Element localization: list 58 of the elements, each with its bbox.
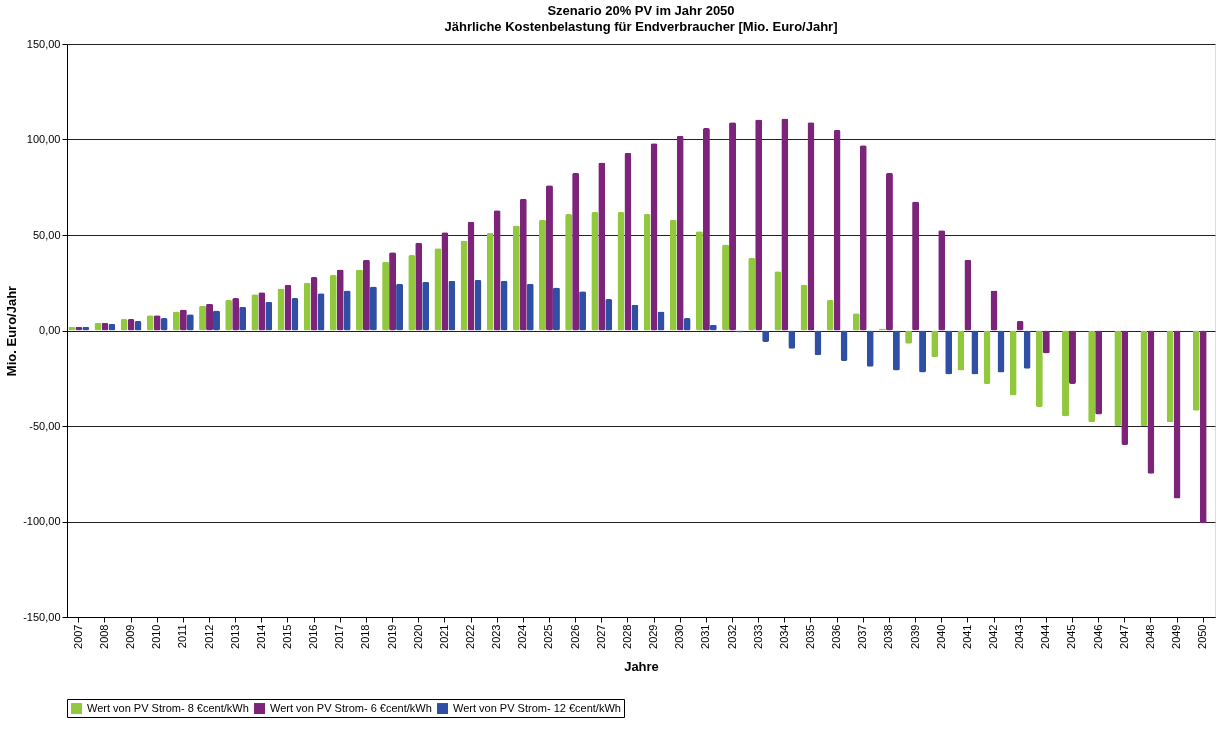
x-tick-label: 2035 bbox=[803, 624, 816, 649]
x-tick-label: 2009 bbox=[124, 624, 137, 649]
x-tick-label: 2041 bbox=[960, 624, 973, 649]
x-tick-label: 2039 bbox=[908, 624, 921, 649]
x-tick-label: 2038 bbox=[882, 624, 895, 649]
x-tick-label: 2045 bbox=[1065, 624, 1078, 649]
x-tick-label: 2017 bbox=[333, 624, 346, 649]
y-tick-label: 0,00 bbox=[39, 324, 61, 336]
x-tick-label: 2050 bbox=[1196, 624, 1209, 649]
x-tick-label: 2028 bbox=[620, 624, 633, 649]
x-tick-label: 2027 bbox=[594, 624, 607, 649]
x-tick-label: 2024 bbox=[516, 624, 529, 649]
x-tick-label: 2046 bbox=[1091, 624, 1104, 649]
x-tick-label: 2031 bbox=[699, 624, 712, 649]
x-tick-label: 2040 bbox=[934, 624, 947, 649]
x-tick-label: 2025 bbox=[542, 624, 555, 649]
x-tick-label: 2030 bbox=[673, 624, 686, 649]
x-tick-label: 2048 bbox=[1143, 624, 1156, 649]
legend-label: Wert von PV Strom- 8 €cent/kWh bbox=[87, 701, 249, 714]
x-tick-label: 2037 bbox=[856, 624, 869, 649]
x-tick-label: 2021 bbox=[437, 624, 450, 649]
y-tick-label: 100,00 bbox=[26, 133, 61, 145]
x-tick-label: 2013 bbox=[228, 624, 241, 649]
legend-label: Wert von PV Strom- 6 €cent/kWh bbox=[270, 701, 432, 714]
x-tick-label: 2010 bbox=[150, 624, 163, 649]
x-tick-label: 2029 bbox=[647, 624, 660, 649]
x-tick-label: 2014 bbox=[254, 624, 267, 649]
chart-subtitle: Jährliche Kostenbelastung für Endverbraucher [Mio. Euro/Jahr] bbox=[444, 19, 838, 34]
x-tick-label: 2015 bbox=[280, 624, 293, 649]
x-tick-label: 2034 bbox=[777, 624, 790, 649]
x-axis-title: Jahre bbox=[624, 658, 659, 674]
y-axis-title: Mio. Euro/Jahr bbox=[4, 285, 20, 377]
x-tick-label: 2043 bbox=[1013, 624, 1026, 649]
x-tick-label: 2026 bbox=[568, 624, 581, 649]
x-tick-label: 2022 bbox=[464, 624, 477, 649]
x-tick-label: 2008 bbox=[97, 624, 110, 649]
x-tick-label: 2019 bbox=[385, 624, 398, 649]
x-tick-label: 2011 bbox=[176, 624, 189, 649]
x-tick-label: 2042 bbox=[987, 624, 1000, 649]
y-tick-label: 50,00 bbox=[32, 228, 61, 241]
x-tick-label: 2032 bbox=[725, 624, 738, 649]
legend-label: Wert von PV Strom- 12 €cent/kWh bbox=[453, 701, 621, 714]
x-tick-label: 2049 bbox=[1170, 624, 1183, 649]
x-tick-label: 2033 bbox=[751, 624, 764, 649]
x-tick-label: 2018 bbox=[359, 624, 372, 649]
x-tick-label: 2016 bbox=[307, 624, 320, 649]
x-tick-label: 2044 bbox=[1039, 624, 1052, 649]
x-tick-label: 2036 bbox=[830, 624, 843, 649]
y-tick-label: -50,00 bbox=[29, 419, 61, 432]
y-tick-label: -150,00 bbox=[23, 610, 61, 623]
y-tick-label: 150,00 bbox=[26, 37, 61, 50]
y-tick-label: -100,00 bbox=[23, 515, 61, 527]
x-tick-label: 2012 bbox=[202, 624, 215, 649]
x-tick-label: 2007 bbox=[71, 624, 84, 649]
chart-title: Szenario 20% PV im Jahr 2050 bbox=[547, 3, 735, 18]
x-tick-label: 2020 bbox=[411, 624, 424, 649]
x-tick-label: 2023 bbox=[490, 624, 503, 649]
x-tick-label: 2047 bbox=[1117, 624, 1130, 649]
